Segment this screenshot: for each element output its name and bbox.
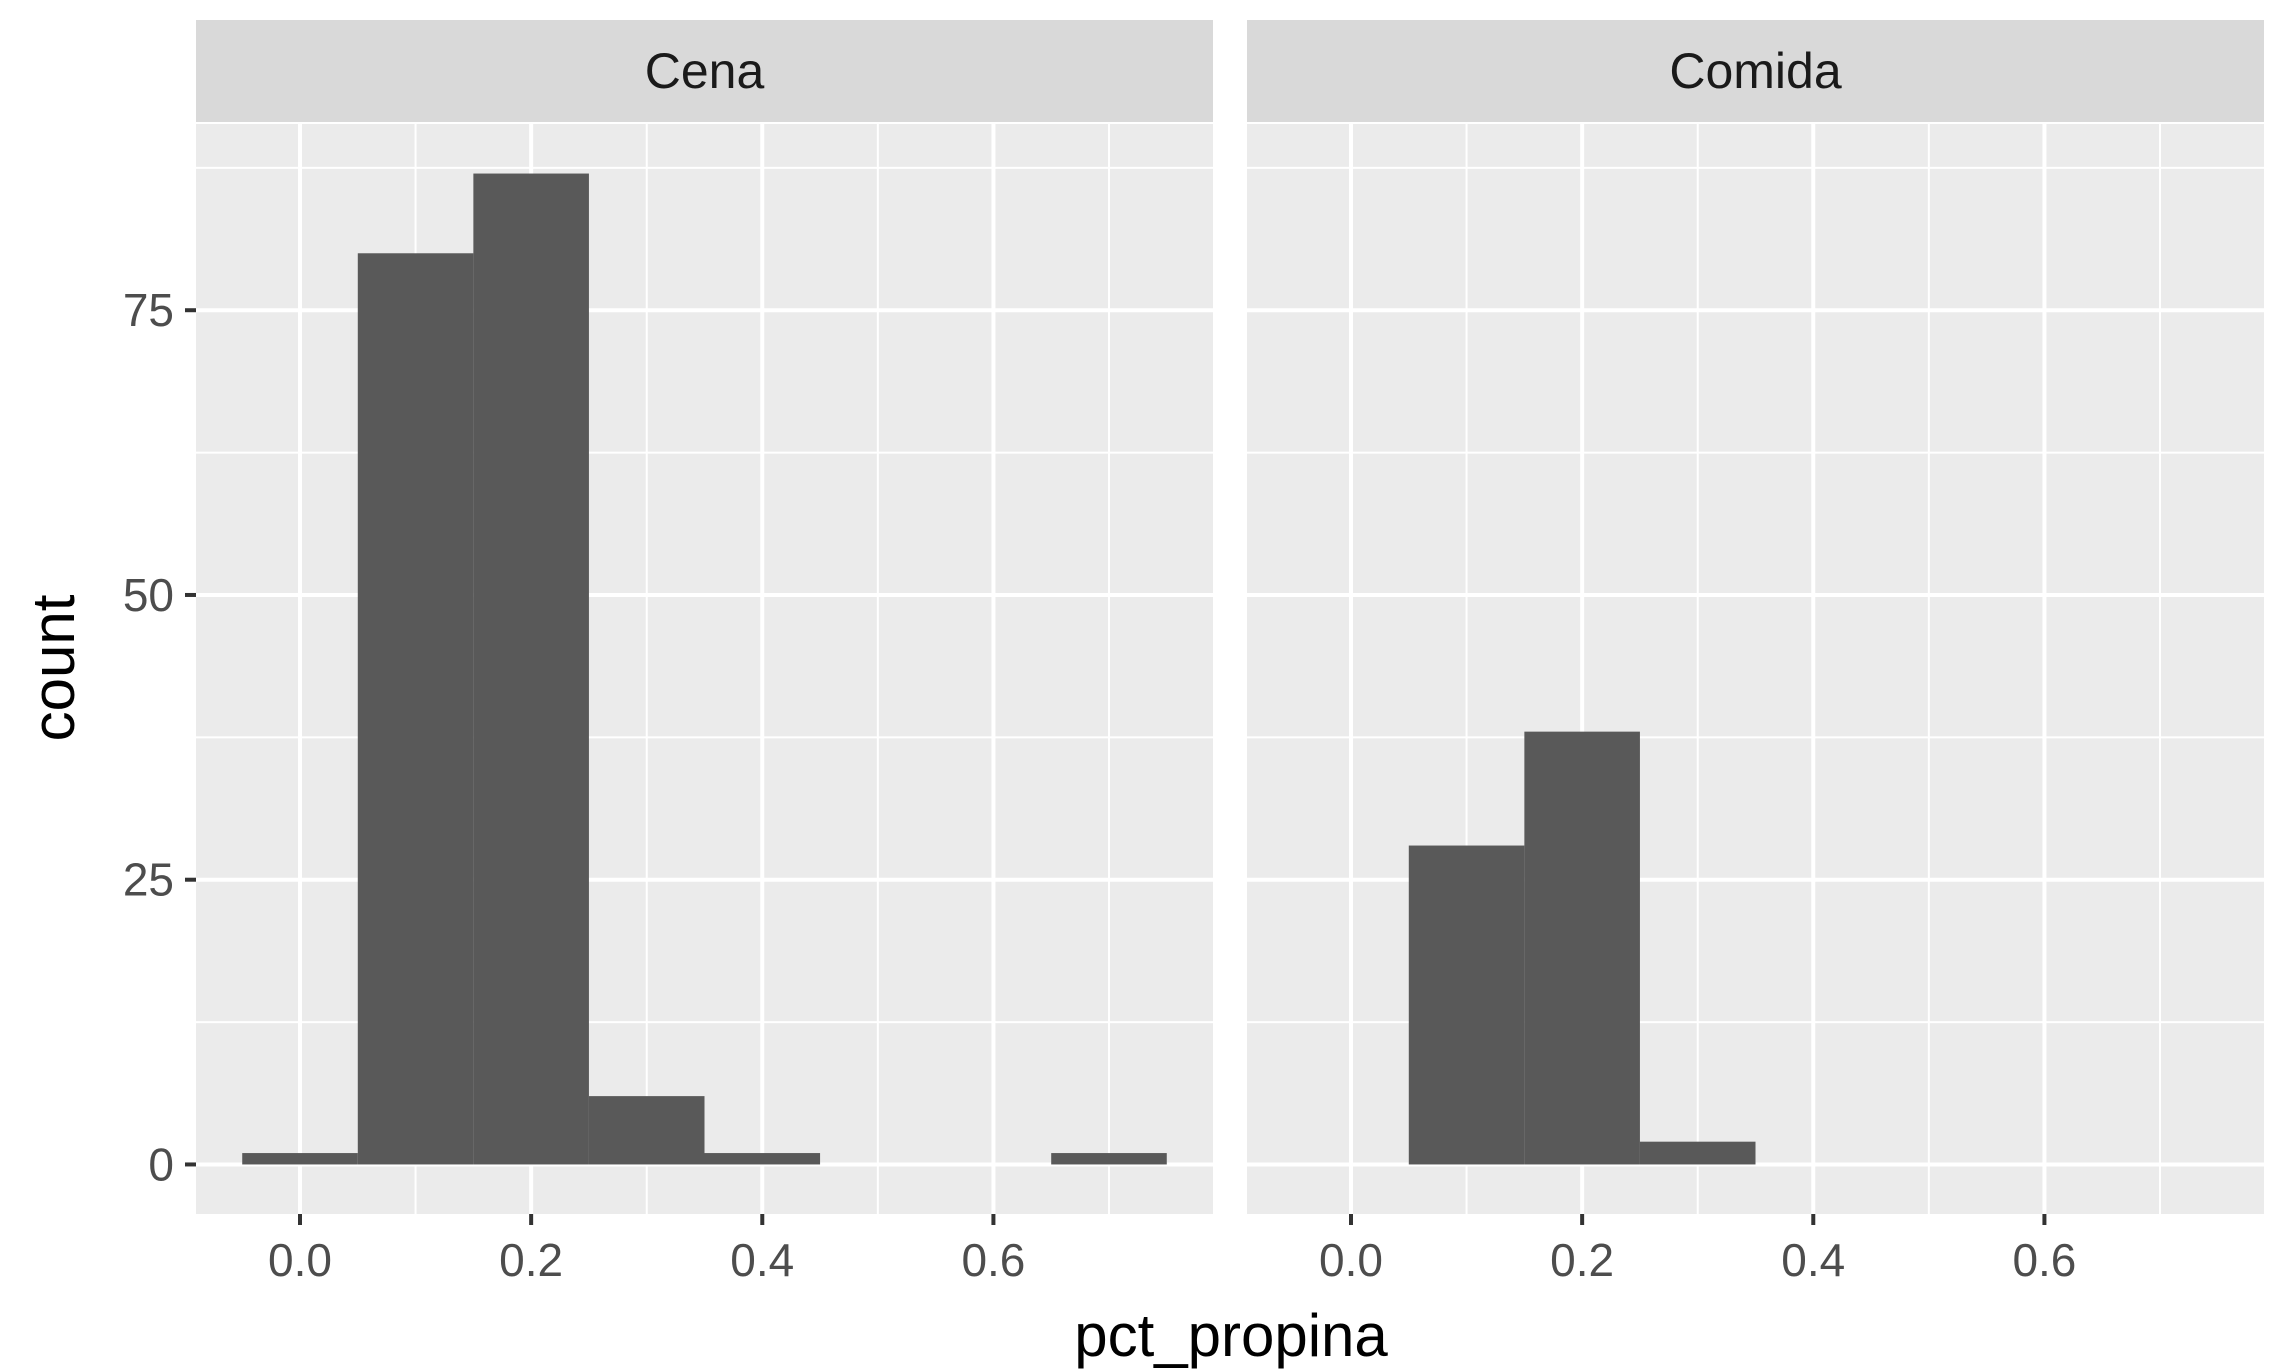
x-tick-label: 0.6 bbox=[2012, 1234, 2076, 1286]
x-tick-label: 0.0 bbox=[268, 1234, 332, 1286]
y-tick-label: 0 bbox=[148, 1138, 174, 1190]
x-axis-title: pct_propina bbox=[1074, 1302, 1388, 1369]
facet-panel-comida: Comida 0.0 0.2 0.4 0.6 bbox=[1247, 20, 2264, 1286]
panel-background bbox=[196, 124, 1213, 1214]
histogram-bar bbox=[704, 1153, 821, 1165]
y-axis: 0 25 50 75 bbox=[123, 284, 196, 1190]
x-tick-label: 0.4 bbox=[1781, 1234, 1845, 1286]
facet-strip-label: Comida bbox=[1669, 43, 1841, 99]
histogram-bar bbox=[473, 173, 589, 1165]
x-tick-label: 0.4 bbox=[730, 1234, 794, 1286]
x-tick-label: 0.6 bbox=[961, 1234, 1025, 1286]
facet-panel-cena: Cena 0.0 0.2 0.4 0.6 bbox=[196, 20, 1213, 1286]
histogram-bar bbox=[1051, 1153, 1167, 1165]
facet-strip bbox=[1247, 20, 2264, 122]
y-axis-title: count bbox=[20, 594, 87, 741]
histogram-bar bbox=[1524, 731, 1640, 1165]
facets-group: Cena 0.0 0.2 0.4 0.6 Comida 0.0 0.2 0.4 0.6 bbox=[196, 20, 2264, 1286]
histogram-bar bbox=[357, 253, 474, 1165]
histogram-bar bbox=[242, 1153, 358, 1165]
histogram-bar bbox=[588, 1096, 705, 1165]
panel-background bbox=[1247, 124, 2264, 1214]
x-tick-label: 0.2 bbox=[1550, 1234, 1614, 1286]
y-tick-label: 25 bbox=[123, 854, 174, 906]
histogram-bar bbox=[1408, 845, 1525, 1165]
x-tick-label: 0.2 bbox=[499, 1234, 563, 1286]
facet-strip-label: Cena bbox=[645, 43, 765, 99]
x-tick-label: 0.0 bbox=[1319, 1234, 1383, 1286]
facet-strip bbox=[196, 20, 1213, 122]
y-tick-label: 75 bbox=[123, 284, 174, 336]
y-tick-label: 50 bbox=[123, 569, 174, 621]
histogram-bar bbox=[1639, 1141, 1756, 1165]
